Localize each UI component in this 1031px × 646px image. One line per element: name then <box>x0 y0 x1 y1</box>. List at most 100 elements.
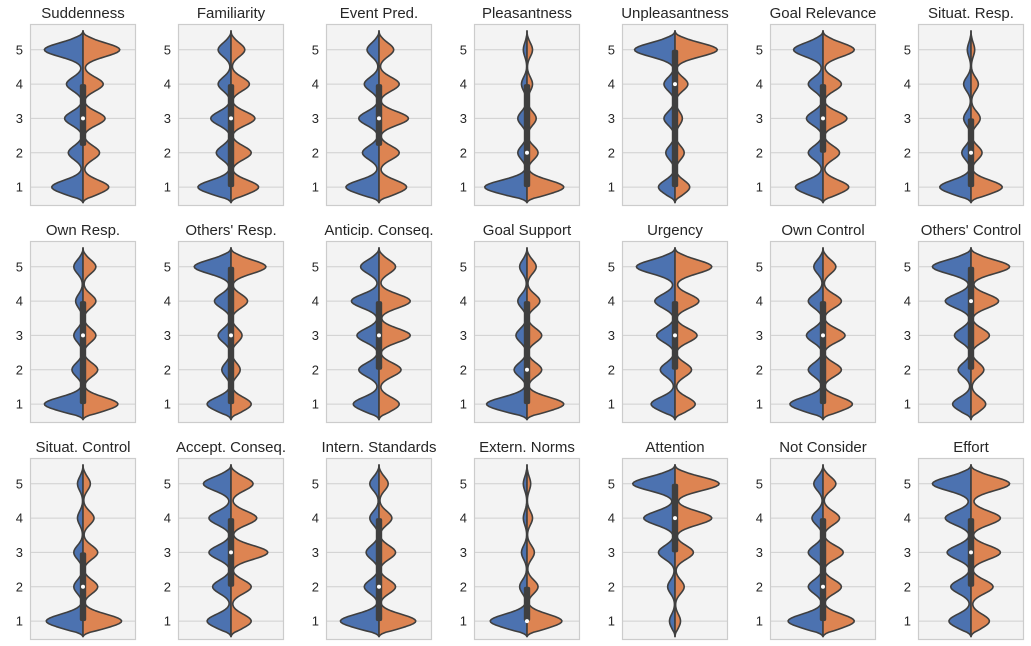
y-tick-label: 2 <box>460 579 467 594</box>
violin-right-half <box>82 464 123 638</box>
panel-title: Goal Support <box>483 222 572 239</box>
panel-title: Others' Resp. <box>185 222 276 239</box>
median-marker <box>377 584 381 589</box>
panel-frame <box>621 23 729 207</box>
y-tick-label: 2 <box>164 579 171 594</box>
violin-panel: 1 2 3 4 5 Accept. Conseq. <box>164 439 286 641</box>
panel-title: Attention <box>645 439 704 456</box>
violin-panel: 1 2 3 4 5 Urgency <box>608 222 729 424</box>
violin-right-half <box>230 464 269 638</box>
violin-panel: 1 2 3 4 5 Intern. Standards <box>312 439 437 641</box>
y-tick-label: 1 <box>756 180 763 195</box>
median-marker <box>81 116 85 121</box>
y-tick-label: 2 <box>608 145 615 160</box>
panel-frame <box>621 457 729 641</box>
y-tick-label: 4 <box>16 77 23 92</box>
violin-panel: 1 2 3 4 5 Anticip. Conseq. <box>312 222 434 424</box>
violin-right-half <box>822 30 856 204</box>
median-marker <box>229 116 233 121</box>
y-tick-label: 2 <box>16 145 23 160</box>
panel-title: Not Consider <box>779 439 867 456</box>
panel-frame <box>325 23 433 207</box>
y-tick-label: 2 <box>312 145 319 160</box>
y-tick-label: 3 <box>312 111 319 126</box>
y-tick-label: 1 <box>16 180 23 195</box>
y-tick-label: 3 <box>756 545 763 560</box>
y-tick-label: 1 <box>904 180 911 195</box>
y-tick-label: 5 <box>16 476 23 491</box>
y-tick-label: 1 <box>460 397 467 412</box>
y-tick-label: 4 <box>608 77 615 92</box>
median-marker <box>81 584 85 589</box>
y-tick-label: 4 <box>904 294 911 309</box>
y-tick-label: 1 <box>608 397 615 412</box>
panel-title: Suddenness <box>41 5 124 22</box>
y-tick-label: 3 <box>608 111 615 126</box>
panel-title: Extern. Norms <box>479 439 575 456</box>
quartile-box <box>227 84 235 188</box>
y-tick-label: 2 <box>904 362 911 377</box>
violin-right-half <box>526 464 563 638</box>
quartile-box <box>967 266 975 370</box>
y-tick-label: 4 <box>312 294 319 309</box>
median-marker <box>673 516 677 521</box>
y-tick-label: 4 <box>460 77 467 92</box>
violin-right-half <box>378 30 410 204</box>
violin-panel: 1 2 3 4 5 Extern. Norms <box>460 439 581 641</box>
y-tick-label: 5 <box>756 42 763 57</box>
median-marker <box>821 333 825 338</box>
y-tick-label: 1 <box>164 180 171 195</box>
violin-panel: 1 2 3 4 5 Own Control <box>756 222 877 424</box>
y-tick-label: 2 <box>756 145 763 160</box>
panel-title: Familiarity <box>197 5 266 22</box>
median-marker <box>969 550 973 555</box>
quartile-box <box>79 84 87 146</box>
violin-left-half <box>931 464 972 638</box>
y-tick-label: 4 <box>904 77 911 92</box>
y-tick-label: 5 <box>608 42 615 57</box>
y-tick-label: 1 <box>312 180 319 195</box>
y-tick-label: 3 <box>16 545 23 560</box>
y-tick-label: 5 <box>904 42 911 57</box>
y-tick-label: 5 <box>756 476 763 491</box>
y-tick-label: 1 <box>312 614 319 629</box>
quartile-box <box>523 301 531 405</box>
violin-left-half <box>931 247 972 421</box>
violin-panel: 1 2 3 4 5 Others' Resp. <box>164 222 285 424</box>
panel-title: Pleasantness <box>482 5 572 22</box>
median-marker <box>377 333 381 338</box>
median-marker <box>377 116 381 121</box>
panel-frame <box>769 23 877 207</box>
y-tick-label: 3 <box>608 328 615 343</box>
y-tick-label: 1 <box>312 397 319 412</box>
y-tick-label: 2 <box>16 579 23 594</box>
violin-right-half <box>674 247 713 421</box>
violin-right-half <box>378 247 412 421</box>
y-tick-label: 4 <box>164 77 171 92</box>
violin-panel: 1 2 3 4 5 Familiarity <box>164 5 285 207</box>
y-tick-label: 1 <box>164 614 171 629</box>
panel-frame <box>621 240 729 424</box>
panel-frame <box>769 240 877 424</box>
panel-title: Accept. Conseq. <box>176 439 286 456</box>
y-tick-label: 4 <box>460 294 467 309</box>
y-tick-label: 3 <box>460 545 467 560</box>
violin-left-half <box>792 30 824 204</box>
panel-frame <box>177 23 285 207</box>
violin-panel: 1 2 3 4 5 Unpleasantness <box>608 5 729 207</box>
panel-title: Situat. Control <box>35 439 130 456</box>
y-tick-label: 2 <box>312 362 319 377</box>
y-tick-label: 1 <box>16 397 23 412</box>
y-tick-label: 4 <box>608 294 615 309</box>
y-tick-label: 1 <box>460 180 467 195</box>
y-tick-label: 2 <box>460 362 467 377</box>
y-tick-label: 5 <box>608 259 615 274</box>
panel-title: Others' Control <box>921 222 1021 239</box>
y-tick-label: 1 <box>164 397 171 412</box>
violin-right-half <box>970 464 1011 638</box>
panel-frame <box>769 457 877 641</box>
quartile-box <box>523 586 531 622</box>
y-tick-label: 4 <box>608 511 615 526</box>
y-tick-label: 3 <box>904 328 911 343</box>
y-tick-label: 2 <box>164 362 171 377</box>
